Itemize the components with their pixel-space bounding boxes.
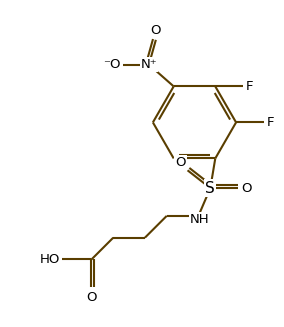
- Text: F: F: [246, 80, 254, 93]
- Text: ⁻O: ⁻O: [104, 58, 121, 71]
- Text: F: F: [267, 116, 274, 129]
- Text: O: O: [175, 156, 186, 169]
- Text: O: O: [86, 291, 97, 303]
- Text: NH: NH: [190, 213, 209, 226]
- Text: O: O: [242, 181, 252, 195]
- Text: S: S: [205, 181, 215, 196]
- Text: N⁺: N⁺: [141, 58, 157, 71]
- Text: HO: HO: [40, 253, 60, 266]
- Text: O: O: [151, 25, 161, 37]
